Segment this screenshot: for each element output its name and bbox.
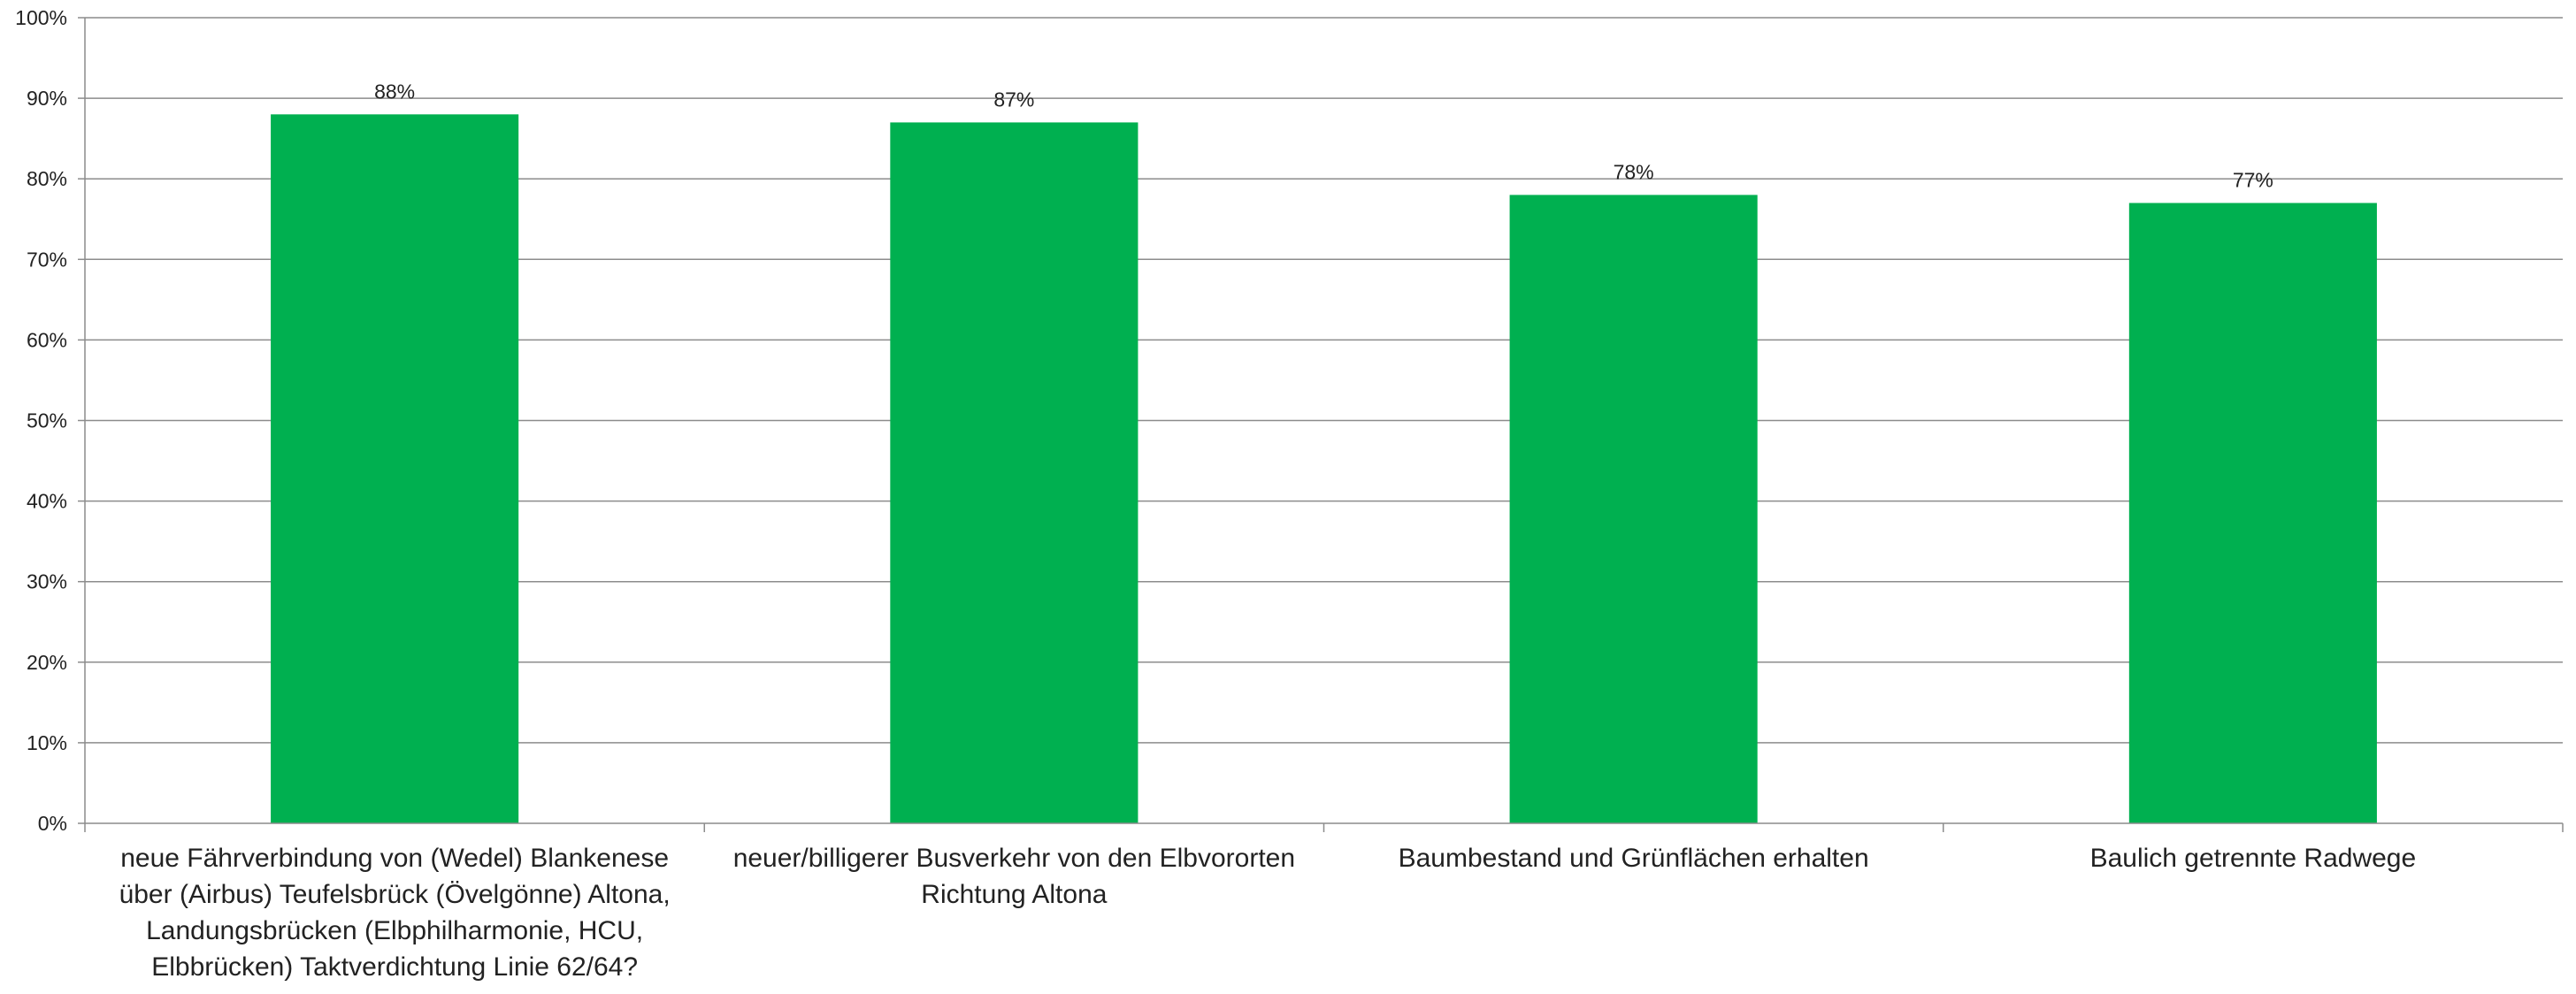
y-tick-label: 90% (27, 87, 67, 110)
y-tick-label: 30% (27, 570, 67, 593)
category-label: neuer/billigerer Busverkehr von den Elbv… (733, 844, 1295, 909)
bar (890, 122, 1138, 823)
category-label: Baumbestand und Grünflächen erhalten (1399, 844, 1869, 873)
category-label: Baulich getrennte Radwege (2090, 844, 2417, 873)
y-tick-label: 20% (27, 651, 67, 674)
bar (1509, 195, 1758, 824)
y-tick-label: 40% (27, 490, 67, 513)
y-tick-label: 60% (27, 328, 67, 351)
y-tick-label: 70% (27, 248, 67, 271)
data-label: 88% (374, 80, 415, 103)
category-label: neue Fährverbindung von (Wedel) Blankene… (119, 844, 671, 982)
bar (2128, 203, 2377, 823)
category-label-line: Landungsbrücken (Elbphilharmonie, HCU, (146, 916, 643, 945)
bars (271, 114, 2377, 824)
category-labels: neue Fährverbindung von (Wedel) Blankene… (119, 844, 2417, 982)
data-label: 78% (1614, 160, 1654, 183)
y-tick-label: 80% (27, 167, 67, 190)
data-labels: 88% 87% 78% 77% (374, 80, 2273, 191)
y-tick-label: 50% (27, 409, 67, 432)
data-label: 87% (993, 88, 1034, 111)
category-label-line: neue Fährverbindung von (Wedel) Blankene… (120, 844, 669, 873)
category-label-line: Baumbestand und Grünflächen erhalten (1399, 844, 1869, 873)
y-tick-labels: 0% 10% 20% 30% 40% 50% 60% 70% 80% 90% 100% (15, 6, 67, 835)
category-label-line: Richtung Altona (921, 880, 1107, 909)
category-label-line: neuer/billigerer Busverkehr von den Elbv… (733, 844, 1295, 873)
axes (78, 17, 2564, 832)
bar (271, 114, 519, 823)
data-label: 77% (2233, 169, 2273, 192)
y-tick-label: 0% (38, 812, 67, 835)
category-label-line: über (Airbus) Teufelsbrück (Övelgönne) A… (119, 880, 671, 909)
category-label-line: Elbbrücken) Taktverdichtung Linie 62/64? (151, 952, 638, 982)
y-tick-label: 100% (15, 6, 67, 29)
y-tick-label: 10% (27, 731, 67, 754)
category-label-line: Baulich getrennte Radwege (2090, 844, 2417, 873)
